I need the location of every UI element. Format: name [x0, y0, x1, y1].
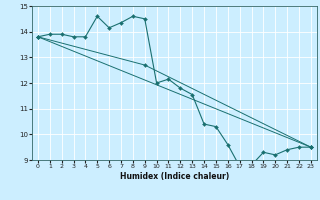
X-axis label: Humidex (Indice chaleur): Humidex (Indice chaleur)	[120, 172, 229, 181]
